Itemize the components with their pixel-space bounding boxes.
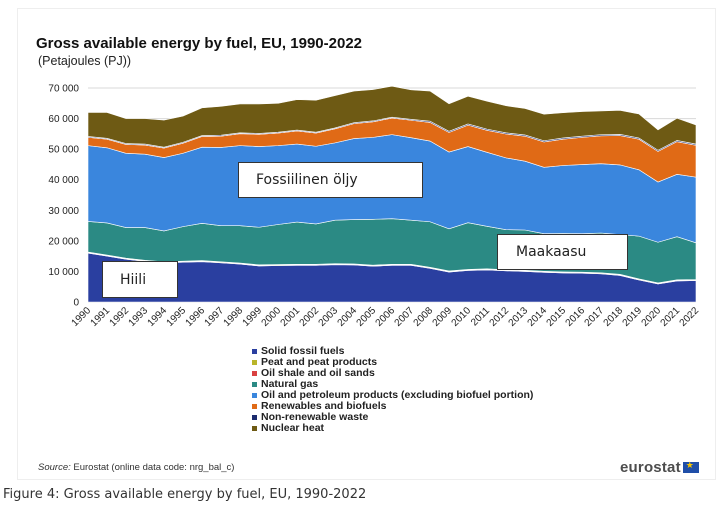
legend-swatch [252,404,257,409]
legend-label: Nuclear heat [261,422,325,434]
annotation-gas-text: Maakaasu [516,244,587,260]
legend-swatch [252,382,257,387]
x-tick-label: 1997 [203,305,227,329]
y-tick-label: 0 [73,298,79,309]
x-tick-label: 2008 [412,305,436,329]
x-tick-label: 2009 [431,305,455,329]
x-tick-label: 2022 [678,305,702,329]
x-tick-label: 1996 [184,305,208,329]
legend-label: Renewables and biofuels [261,400,387,412]
x-tick-label: 2010 [450,305,474,329]
x-tick-label: 1999 [241,305,265,329]
legend-label: Non-renewable waste [261,411,369,423]
legend-item: Peat and peat products [252,357,533,368]
x-tick-label: 2006 [374,305,398,329]
x-tick-label: 2018 [602,305,626,329]
legend-label: Solid fossil fuels [261,345,345,357]
legend-swatch [252,349,257,354]
x-tick-label: 2017 [583,305,607,329]
x-tick-label: 1991 [89,305,113,329]
legend-label: Oil and petroleum products (excluding bi… [261,389,534,401]
annotation-oil-text: Fossiilinen öljy [256,172,358,188]
x-tick-label: 2019 [621,305,645,329]
x-tick-label: 1992 [108,305,132,329]
figure-caption: Figure 4: Gross available energy by fuel… [3,487,367,502]
legend-item: Nuclear heat [252,423,533,434]
legend-item: Solid fossil fuels [252,346,533,357]
y-tick-label: 70 000 [48,84,79,95]
annotation-gas: Maakaasu [497,234,628,270]
annotation-coal-text: Hiili [120,271,147,288]
legend-label: Peat and peat products [261,356,378,368]
source-note: Source: Eurostat (online data code: nrg_… [38,462,234,473]
y-tick-label: 40 000 [48,175,79,186]
annotation-oil: Fossiilinen öljy [238,162,423,198]
area-series-nuclear-heat [87,85,697,151]
x-tick-label: 2007 [393,305,417,329]
x-tick-label: 2012 [488,305,512,329]
x-tick-label: 1990 [70,305,94,329]
x-tick-label: 2003 [317,305,341,329]
legend-item: Oil and petroleum products (excluding bi… [252,390,533,401]
x-tick-label: 2020 [640,305,664,329]
x-tick-label: 2000 [260,305,284,329]
annotation-coal: Hiili [102,261,178,298]
source-label: Source: [38,462,71,473]
legend-item: Renewables and biofuels [252,401,533,412]
eu-flag-icon [682,460,699,473]
logo-text: eurostat [620,459,681,476]
x-axis: 1990199119921993199419951996199719981999… [70,305,702,329]
legend-label: Natural gas [261,378,319,390]
legend-swatch [252,426,257,431]
x-tick-label: 2001 [279,305,303,329]
chart-title: Gross available energy by fuel, EU, 1990… [36,35,363,52]
y-tick-label: 30 000 [48,206,79,217]
x-tick-label: 2021 [659,305,683,329]
chart-legend: Solid fossil fuels Peat and peat products… [252,346,533,434]
y-tick-label: 50 000 [48,145,79,156]
source-text: Eurostat (online data code: nrg_bal_c) [70,462,235,473]
x-tick-label: 1994 [146,305,170,329]
x-tick-label: 1998 [222,305,246,329]
x-tick-label: 2011 [469,305,492,328]
legend-swatch [252,371,257,376]
legend-item: Non-renewable waste [252,412,533,423]
x-tick-label: 2016 [564,305,588,329]
x-tick-label: 2004 [336,305,360,329]
chart-subtitle: (Petajoules (PJ)) [38,54,132,68]
x-tick-label: 2002 [298,305,322,329]
x-tick-label: 1993 [127,305,151,329]
y-tick-label: 10 000 [48,267,79,278]
eurostat-logo: eurostat [620,459,699,476]
y-tick-label: 60 000 [48,114,79,125]
legend-swatch [252,393,257,398]
legend-item: Natural gas [252,379,533,390]
y-axis: 0 10 000 20 000 30 000 40 000 50 000 60 000 70 … [48,84,79,309]
legend-swatch [252,415,257,420]
legend-label: Oil shale and oil sands [261,367,375,379]
legend-swatch [252,360,257,365]
legend-item: Oil shale and oil sands [252,368,533,379]
y-tick-label: 20 000 [48,236,79,247]
x-tick-label: 2013 [507,305,531,329]
x-tick-label: 2015 [545,305,569,329]
x-tick-label: 2014 [526,305,550,329]
x-tick-label: 1995 [165,305,189,329]
x-tick-label: 2005 [355,305,379,329]
